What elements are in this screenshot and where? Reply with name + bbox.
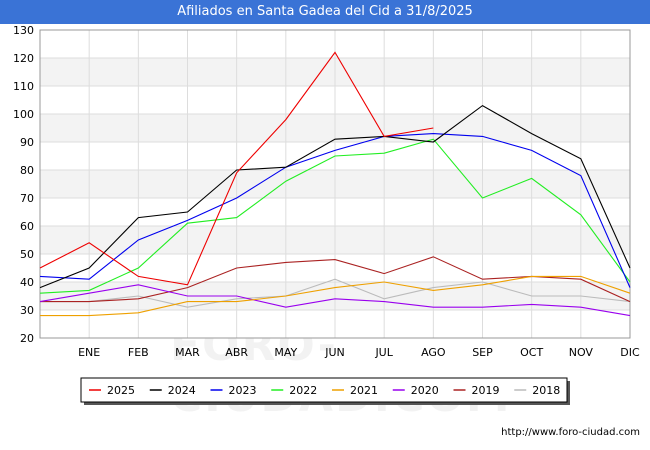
source-url[interactable]: http://www.foro-ciudad.com xyxy=(501,427,640,438)
legend-label-2022: 2022 xyxy=(289,384,317,397)
x-tick-label: DIC xyxy=(620,346,640,359)
series-line-2023 xyxy=(39,133,631,288)
chart-title: Afiliados en Santa Gadea del Cid a 31/8/… xyxy=(0,0,650,24)
series-line-2025 xyxy=(39,51,434,286)
y-tick-label: 30 xyxy=(20,304,34,317)
series-line-2020 xyxy=(39,284,631,317)
y-tick-label: 60 xyxy=(20,220,34,233)
x-tick-label: MAR xyxy=(175,346,200,359)
y-tick-label: 90 xyxy=(20,136,34,149)
series-line-2024 xyxy=(39,104,631,289)
y-tick-label: 110 xyxy=(13,80,34,93)
x-tick-label: OCT xyxy=(520,346,543,359)
series-line-2022 xyxy=(39,138,631,294)
y-tick-label: 120 xyxy=(13,52,34,65)
series-line-2018 xyxy=(40,278,631,308)
legend-box xyxy=(80,377,568,403)
x-tick-label: SEP xyxy=(472,346,493,359)
legend: 2025 2024 2023 2022 2021 2020 2019 2018 xyxy=(80,377,570,405)
y-tick-label: 80 xyxy=(20,164,34,177)
x-tick-label: ENE xyxy=(78,346,100,359)
y-tick-label: 40 xyxy=(20,276,34,289)
legend-label-2024: 2024 xyxy=(168,384,196,397)
x-tick-label: MAY xyxy=(274,346,297,359)
x-tick-label: AGO xyxy=(421,346,446,359)
y-tick-label: 100 xyxy=(13,108,34,121)
y-tick-label: 70 xyxy=(20,192,34,205)
legend-label-2020: 2020 xyxy=(411,384,439,397)
x-tick-label: JUL xyxy=(374,346,393,359)
x-tick-label: JUN xyxy=(324,346,345,359)
legend-label-2023: 2023 xyxy=(229,384,257,397)
plot-border xyxy=(39,29,631,339)
series-line-2021 xyxy=(40,275,631,317)
x-tick-label: NOV xyxy=(569,346,594,359)
x-tick-label: ABR xyxy=(225,346,248,359)
legend-label-2025: 2025 xyxy=(107,384,135,397)
x-tick-label: FEB xyxy=(128,346,149,359)
y-tick-label: 20 xyxy=(20,332,34,345)
y-tick-label: 50 xyxy=(20,248,34,261)
legend-label-2019: 2019 xyxy=(472,384,500,397)
legend-label-2021: 2021 xyxy=(350,384,378,397)
y-tick-label: 130 xyxy=(13,24,34,37)
legend-label-2018: 2018 xyxy=(532,384,560,397)
